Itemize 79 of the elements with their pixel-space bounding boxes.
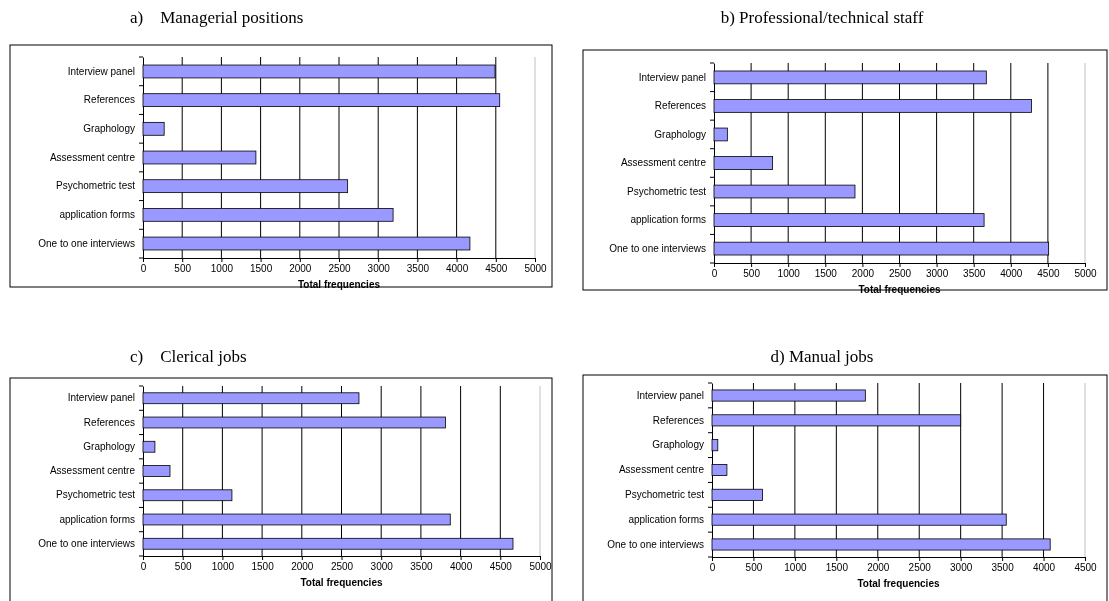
x-axis-title: Total frequencies <box>297 279 381 290</box>
y-tick-label: One to one interviews <box>609 242 706 254</box>
x-tick-label: 3500 <box>963 268 986 280</box>
x-tick-label: 1500 <box>814 268 838 280</box>
x-tick-label: 2500 <box>328 263 352 275</box>
x-tick-label: 0 <box>709 562 716 574</box>
x-tick-label: 0 <box>711 268 718 280</box>
chart-title: c) Clerical jobs <box>130 347 247 366</box>
x-tick-label: 3500 <box>406 263 430 275</box>
y-tick-label: Assessment centre <box>618 464 705 476</box>
y-tick-label: Graphology <box>83 123 135 135</box>
x-tick-label: 2000 <box>289 263 312 275</box>
chart-title: d) Manual jobs <box>770 347 874 366</box>
x-tick-label: 4000 <box>445 263 469 275</box>
x-tick-label: 1500 <box>249 263 273 275</box>
y-tick-label: Assessment centre <box>49 151 136 163</box>
x-tick-label: 3000 <box>925 268 949 280</box>
x-axis-title: Total frequencies <box>300 577 383 588</box>
x-tick-label: 2000 <box>867 562 890 574</box>
y-tick-label: application forms <box>59 513 135 525</box>
y-tick-label: Graphology <box>652 439 704 451</box>
y-tick-label: Psychometric test <box>627 185 707 197</box>
x-tick-label: 500 <box>174 263 192 275</box>
x-tick-label: 3500 <box>991 562 1015 574</box>
x-tick-label: 1000 <box>211 561 235 573</box>
y-tick-label: Graphology <box>654 128 706 140</box>
x-tick-label: 4000 <box>1000 268 1023 280</box>
y-tick-label: application forms <box>59 209 135 221</box>
x-tick-label: 500 <box>743 268 761 280</box>
y-tick-label: References <box>654 100 706 112</box>
x-tick-label: 2000 <box>851 268 875 280</box>
x-tick-label: 2500 <box>888 268 912 280</box>
x-axis-title: Total frequencies <box>857 578 940 589</box>
y-tick-label: Graphology <box>83 440 135 452</box>
x-tick-label: 1000 <box>777 268 801 280</box>
y-tick-label: Psychometric test <box>625 489 705 501</box>
x-tick-label: 3000 <box>367 263 391 275</box>
chart-title: b) Professional/technical staff <box>720 8 924 27</box>
y-tick-label: Assessment centre <box>49 465 136 477</box>
y-tick-label: application forms <box>628 513 704 525</box>
x-tick-label: 2500 <box>908 562 932 574</box>
y-tick-label: Psychometric test <box>56 489 136 501</box>
y-tick-label: References <box>652 414 704 426</box>
x-tick-label: 1000 <box>210 263 234 275</box>
y-tick-label: Interview panel <box>638 71 706 83</box>
y-tick-label: References <box>83 94 135 106</box>
x-tick-label: 2000 <box>291 561 314 573</box>
y-tick-label: Assessment centre <box>620 157 707 169</box>
x-axis-title: Total frequencies <box>858 284 941 295</box>
x-tick-label: 0 <box>140 263 147 275</box>
x-tick-label: 0 <box>140 561 147 573</box>
x-tick-label: 4000 <box>1032 562 1056 574</box>
x-tick-label: 2500 <box>330 561 354 573</box>
x-tick-label: 1500 <box>251 561 275 573</box>
x-tick-label: 3000 <box>950 562 973 574</box>
y-tick-label: application forms <box>630 214 706 226</box>
y-tick-label: One to one interviews <box>38 237 135 249</box>
x-tick-label: 500 <box>745 562 763 574</box>
x-tick-label: 500 <box>174 561 192 573</box>
x-tick-label: 5000 <box>1074 268 1098 280</box>
y-tick-label: Interview panel <box>636 389 704 401</box>
x-tick-label: 4500 <box>1074 562 1098 574</box>
x-tick-label: 4000 <box>449 561 473 573</box>
x-tick-label: 4500 <box>1037 268 1060 280</box>
y-tick-label: Psychometric test <box>56 180 136 192</box>
y-tick-label: One to one interviews <box>607 538 704 550</box>
x-tick-label: 5000 <box>529 561 553 573</box>
y-tick-label: Interview panel <box>67 392 135 404</box>
chart-title: a) Managerial positions <box>130 8 304 27</box>
x-tick-label: 4500 <box>489 561 513 573</box>
x-tick-label: 5000 <box>524 263 548 275</box>
y-tick-label: Interview panel <box>67 65 135 77</box>
y-tick-label: One to one interviews <box>38 537 135 549</box>
x-tick-label: 4500 <box>485 263 508 275</box>
x-tick-label: 1500 <box>825 562 849 574</box>
x-tick-label: 3000 <box>370 561 394 573</box>
x-tick-label: 1000 <box>784 562 807 574</box>
x-tick-label: 3500 <box>410 561 433 573</box>
y-tick-label: References <box>83 416 135 428</box>
